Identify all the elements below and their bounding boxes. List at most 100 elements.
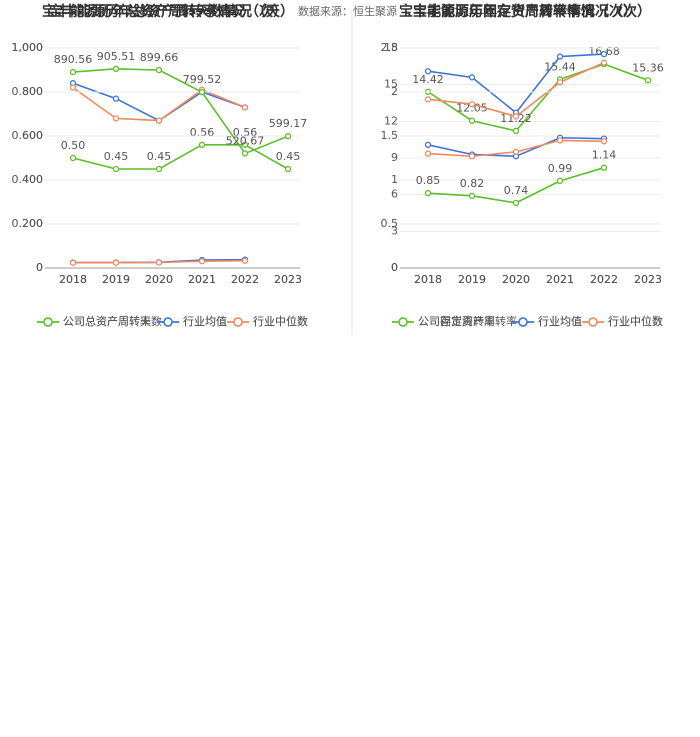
data-point: [112, 165, 120, 173]
data-point: [644, 77, 652, 84]
data-point: [600, 138, 608, 145]
data-point: [69, 84, 77, 91]
data-label: 905.51: [97, 50, 136, 63]
y-tick-label: 15: [384, 78, 398, 91]
data-point: [69, 68, 77, 76]
x-tick-label: 2021: [188, 273, 216, 286]
data-point: [512, 127, 520, 135]
x-tick-label: 2020: [145, 273, 173, 286]
x-tick-label: 2019: [458, 273, 486, 286]
y-tick-label: 0: [36, 261, 43, 274]
y-tick-label: 0.200: [12, 217, 44, 230]
legend-label: 行业中位数: [608, 314, 663, 328]
y-tick-label: 2: [391, 85, 398, 98]
data-label: 12.05: [456, 102, 488, 115]
legend-label: 公司固定资产周转率: [418, 314, 517, 328]
series-line: [72, 144, 289, 170]
x-tick-label: 2019: [102, 273, 130, 286]
data-point: [512, 199, 520, 207]
x-tick-label: 2019: [102, 273, 130, 286]
legend-label: 公司总资产周转率: [63, 314, 151, 328]
data-point: [600, 59, 608, 66]
data-point: [198, 258, 206, 265]
y-tick-label: 2.5: [381, 41, 399, 54]
legend-label: 行业均值: [538, 315, 582, 328]
chart-title: 宝丰能源历年总资产周转率情况（次）: [49, 3, 287, 20]
y-tick-label: 3: [391, 224, 398, 237]
series-line: [427, 53, 605, 114]
data-point: [424, 141, 432, 148]
y-tick-label: 1.5: [381, 129, 399, 142]
y-tick-label: 6: [391, 188, 398, 201]
y-tick-label: 0.800: [12, 85, 44, 98]
data-label: 799.52: [183, 73, 222, 86]
data-point: [468, 153, 476, 160]
x-tick-label: 2023: [634, 273, 662, 286]
data-label: 15.36: [632, 61, 664, 74]
data-point: [69, 259, 77, 266]
data-label: 0.45: [104, 150, 129, 163]
legend-marker: [518, 317, 528, 327]
series-line: [72, 67, 289, 155]
series-line: [72, 82, 246, 122]
data-point: [556, 53, 564, 60]
chart-title: 宝丰能源历年固定资产周转率情况（次）: [399, 3, 651, 20]
y-tick-label: 0: [36, 261, 43, 274]
y-tick-label: 0.400: [12, 173, 44, 186]
y-tick-label: 9: [391, 151, 398, 164]
data-point: [424, 96, 432, 103]
data-point: [241, 141, 249, 148]
legend-marker: [398, 317, 408, 327]
x-tick-label: 2023: [634, 273, 662, 286]
x-tick-label: 2021: [546, 273, 574, 286]
legend-label: 行业均值: [183, 315, 227, 328]
data-label: 0.56: [190, 126, 215, 139]
legend-label: 行业均值: [538, 315, 582, 328]
legend-label: 行业中位数: [608, 314, 663, 328]
y-tick-label: 1,000: [12, 41, 44, 54]
data-point: [556, 79, 564, 86]
data-point: [198, 88, 206, 96]
data-point: [112, 259, 120, 266]
data-point: [468, 74, 476, 81]
data-label: 599.17: [269, 117, 308, 130]
data-point: [69, 154, 77, 162]
data-point: [468, 117, 476, 124]
series-line: [427, 63, 649, 132]
data-label: 520.67: [226, 134, 265, 147]
y-tick-label: 0.5: [381, 217, 399, 230]
x-tick-label: 2018: [59, 273, 87, 286]
data-point: [468, 101, 476, 108]
data-label: 0.45: [276, 150, 301, 163]
data-point: [155, 165, 163, 173]
x-tick-label: 2021: [546, 273, 574, 286]
data-point: [112, 65, 120, 72]
y-tick-label: 1: [391, 173, 398, 186]
x-tick-label: 2022: [231, 273, 259, 286]
legend-label: 公司存货周转率: [418, 314, 495, 328]
data-point: [424, 190, 432, 197]
data-label: 899.66: [140, 51, 179, 64]
x-tick-label: 2022: [231, 273, 259, 286]
data-label: 0.50: [61, 139, 86, 152]
y-tick-label: 0: [391, 261, 398, 274]
y-tick-label: 0: [391, 261, 398, 274]
legend-marker: [163, 317, 173, 327]
chart-title: 宝丰能源历年存货周转率情况（次）: [413, 3, 637, 20]
data-label: 15.44: [544, 60, 576, 73]
data-label: 890.56: [54, 53, 93, 66]
data-point: [556, 137, 564, 144]
x-tick-label: 2023: [274, 273, 302, 286]
data-point: [198, 141, 206, 148]
y-tick-label: 12: [384, 114, 398, 127]
data-label: 0.99: [548, 162, 573, 175]
chart-title: 宝丰能源历年总资产周转天数情况（天）: [42, 3, 294, 20]
y-tick-label: 1.000: [12, 41, 44, 54]
data-label: 0.82: [460, 177, 485, 190]
data-source: 数据来源：恒生聚源: [298, 4, 397, 18]
y-tick-label: 400: [22, 173, 43, 186]
x-tick-label: 2020: [502, 273, 530, 286]
data-point: [600, 50, 608, 58]
